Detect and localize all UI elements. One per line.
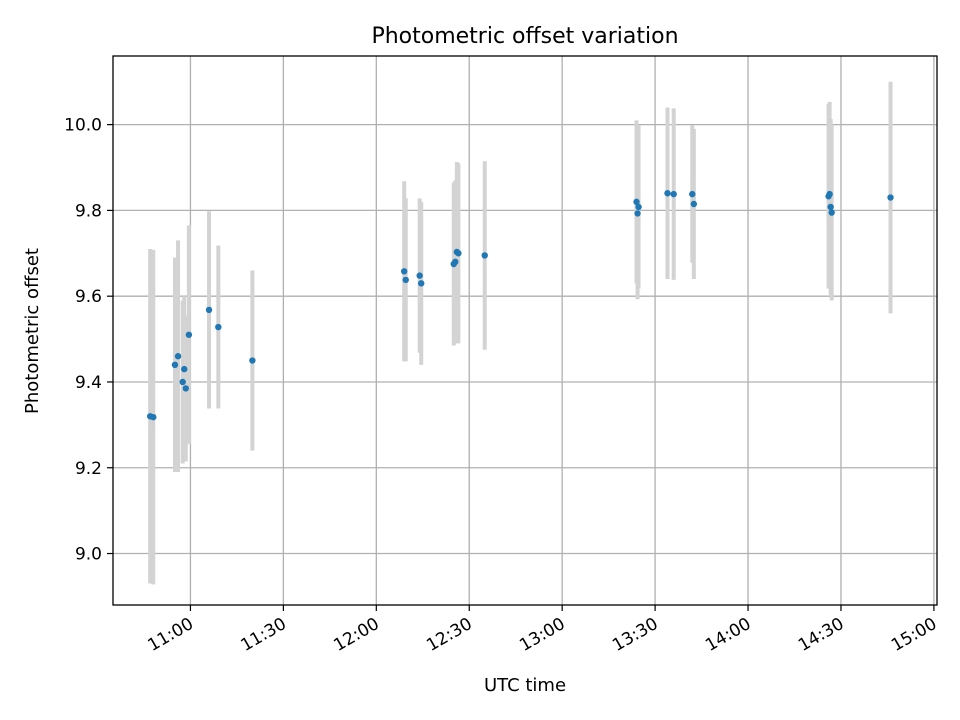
data-point <box>174 353 182 360</box>
data-point <box>664 190 671 197</box>
data-point <box>828 209 835 216</box>
data-point <box>827 203 834 211</box>
x-axis-label: UTC time <box>484 675 566 696</box>
y-tick-label: 10.0 <box>64 116 102 136</box>
data-point <box>179 378 186 386</box>
plot-frame <box>112 55 938 606</box>
data-point <box>670 190 677 198</box>
data-point <box>633 198 640 206</box>
data-point <box>481 252 488 259</box>
data-point <box>634 210 641 217</box>
y-axis-label: Photometric offset <box>22 248 43 414</box>
data-point <box>418 280 425 287</box>
data-point <box>455 250 462 257</box>
data-point <box>185 331 193 338</box>
y-tick-label: 9.8 <box>75 201 102 221</box>
y-tick-label: 9.4 <box>75 373 102 393</box>
data-point <box>150 413 157 421</box>
y-tick-label: 9.0 <box>75 545 102 565</box>
chart-title: Photometric offset variation <box>371 24 678 49</box>
data-point <box>171 361 179 369</box>
data-point <box>635 203 642 211</box>
y-tick-label: 9.2 <box>75 459 102 479</box>
data-point <box>452 258 459 266</box>
data-point <box>689 190 696 198</box>
data-point <box>182 385 189 392</box>
data-point <box>205 306 213 314</box>
y-tick-label: 9.6 <box>75 287 102 307</box>
data-point <box>416 272 423 279</box>
data-point <box>402 276 409 284</box>
grid <box>113 56 937 605</box>
data-point <box>826 190 833 198</box>
data-point <box>215 323 222 331</box>
data-point <box>690 200 698 208</box>
data-point <box>181 365 188 373</box>
data-point <box>249 357 256 364</box>
y-axis-ticks: 9.0 9.2 9.4 9.6 9.8 10.0 <box>64 116 113 565</box>
data-points <box>146 190 894 421</box>
data-point <box>887 194 894 201</box>
data-point <box>400 268 408 275</box>
